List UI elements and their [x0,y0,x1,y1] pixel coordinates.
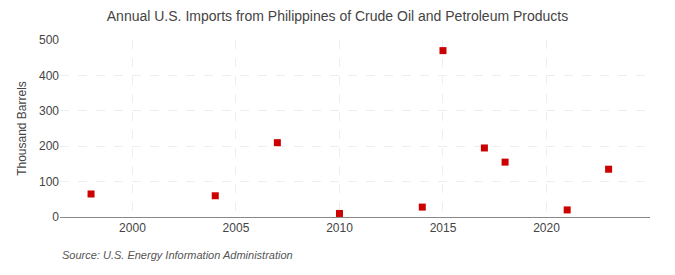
svg-text:300: 300 [39,104,59,118]
svg-text:2010: 2010 [326,221,353,235]
svg-text:2000: 2000 [119,221,146,235]
svg-text:500: 500 [39,33,59,47]
svg-text:100: 100 [39,175,59,189]
svg-text:2020: 2020 [533,221,560,235]
svg-text:2015: 2015 [430,221,457,235]
svg-text:Source: U.S. Energy Informatio: Source: U.S. Energy Information Administ… [62,249,293,261]
svg-text:200: 200 [39,139,59,153]
svg-text:Annual U.S. Imports from Phili: Annual U.S. Imports from Philippines of … [107,8,568,24]
svg-text:400: 400 [39,69,59,83]
svg-text:0: 0 [52,210,59,224]
svg-text:Thousand Barrels: Thousand Barrels [15,81,29,176]
svg-text:2005: 2005 [223,221,250,235]
